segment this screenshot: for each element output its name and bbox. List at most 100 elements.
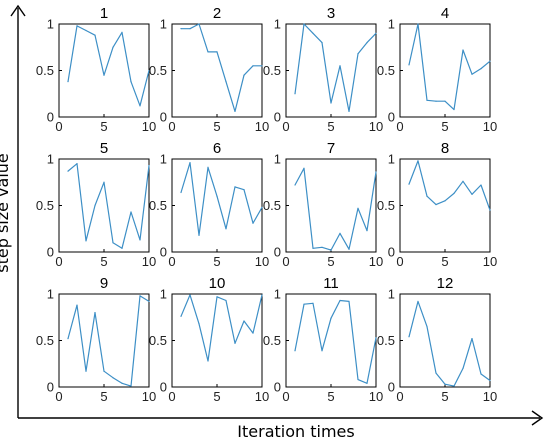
- data-point: [375, 32, 377, 34]
- data-point: [139, 105, 141, 107]
- x-tick-label: 0: [55, 389, 62, 404]
- x-tick-label: 5: [327, 119, 334, 134]
- subplot-title: 10: [209, 275, 226, 292]
- data-point: [375, 171, 377, 173]
- y-tick-label: 1: [388, 17, 395, 32]
- data-point: [444, 100, 446, 102]
- data-point: [462, 49, 464, 51]
- data-point: [207, 360, 209, 362]
- data-point: [234, 110, 236, 113]
- data-point: [103, 181, 105, 183]
- data-point: [330, 317, 332, 319]
- data-point: [225, 228, 227, 230]
- data-point: [76, 304, 78, 306]
- x-tick-label: 10: [369, 389, 383, 404]
- data-point: [339, 65, 341, 67]
- data-point: [85, 29, 87, 32]
- x-tick-label: 5: [213, 119, 220, 134]
- x-tick-label: 0: [55, 119, 62, 134]
- subplot-title: 5: [100, 140, 108, 157]
- data-point: [76, 25, 78, 27]
- subplot-frame: [285, 293, 377, 388]
- y-tick-label: 0.5: [36, 333, 54, 348]
- data-point: [303, 23, 305, 25]
- data-point: [261, 65, 263, 67]
- data-point: [94, 312, 96, 314]
- data-point: [216, 195, 218, 197]
- series-line: [294, 299, 377, 384]
- subplot-6: 600.510 5 10: [149, 140, 269, 269]
- subplot-title: 6: [213, 140, 221, 157]
- data-point: [121, 382, 123, 384]
- outer-y-axis-arrowhead: [10, 4, 26, 17]
- y-tick-label: 1: [160, 287, 167, 302]
- data-point: [76, 163, 78, 165]
- x-tick-label: 0: [282, 389, 289, 404]
- data-point: [435, 203, 437, 206]
- outer-x-axis-arrowhead: [531, 410, 544, 426]
- data-point: [426, 195, 428, 197]
- data-point: [462, 180, 464, 182]
- y-tick-label: 0: [274, 380, 281, 395]
- data-point: [348, 248, 350, 250]
- x-tick-label: 0: [55, 254, 62, 269]
- y-tick-label: 1: [274, 152, 281, 167]
- data-point: [321, 350, 323, 352]
- data-point: [243, 74, 245, 76]
- data-point: [489, 60, 491, 62]
- data-point: [67, 338, 69, 340]
- data-point: [67, 81, 69, 83]
- x-tick-label: 5: [213, 254, 220, 269]
- x-tick-label: 0: [168, 389, 175, 404]
- data-point: [348, 110, 350, 113]
- y-tick-label: 1: [274, 17, 281, 32]
- y-tick-label: 0.5: [377, 198, 395, 213]
- data-point: [321, 246, 323, 248]
- data-point: [252, 332, 254, 334]
- data-point: [94, 204, 96, 207]
- data-point: [180, 191, 182, 194]
- data-point: [453, 192, 455, 195]
- x-tick-label: 5: [327, 389, 334, 404]
- data-point: [189, 162, 191, 164]
- series-line: [67, 295, 150, 387]
- data-point: [252, 222, 254, 224]
- data-point: [480, 184, 482, 186]
- y-tick-label: 0: [160, 380, 167, 395]
- data-point: [294, 93, 296, 95]
- x-tick-label: 5: [327, 254, 334, 269]
- y-tick-label: 0.5: [263, 333, 281, 348]
- y-tick-label: 0.5: [36, 63, 54, 78]
- x-tick-label: 10: [142, 254, 156, 269]
- data-point: [294, 184, 296, 186]
- x-tick-label: 0: [396, 389, 403, 404]
- y-tick-label: 0: [160, 110, 167, 125]
- data-point: [112, 46, 114, 48]
- data-point: [294, 350, 296, 352]
- data-point: [444, 200, 446, 202]
- data-point: [357, 207, 359, 209]
- subplot-title: 2: [213, 5, 221, 22]
- data-point: [339, 299, 341, 302]
- y-tick-label: 0: [274, 110, 281, 125]
- series-line: [294, 167, 377, 251]
- data-point: [139, 239, 141, 241]
- data-point: [112, 377, 114, 379]
- data-point: [234, 186, 236, 188]
- data-point: [435, 100, 437, 102]
- data-point: [189, 28, 191, 30]
- data-point: [139, 295, 141, 297]
- data-point: [207, 51, 209, 53]
- x-tick-label: 0: [282, 119, 289, 134]
- data-point: [417, 300, 419, 303]
- subplot-frame: [399, 158, 491, 253]
- data-point: [366, 382, 368, 384]
- data-point: [189, 294, 191, 296]
- data-point: [207, 166, 209, 168]
- data-point: [417, 23, 419, 25]
- data-point: [462, 367, 464, 369]
